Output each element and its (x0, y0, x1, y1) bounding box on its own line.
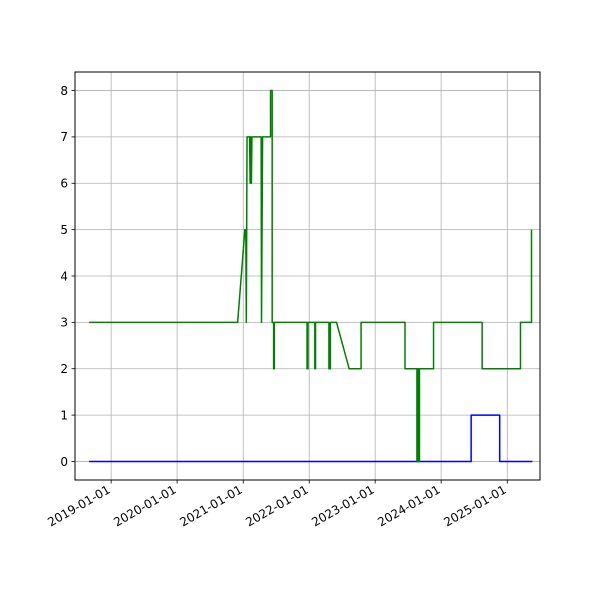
y-tick-label: 6 (60, 177, 68, 191)
series-line-1 (89, 414, 533, 463)
series-line-2 (89, 89, 533, 463)
y-tick-label: 2 (60, 362, 68, 376)
y-tick-label: 8 (60, 84, 68, 98)
series-group (89, 89, 533, 463)
y-tick-label: 5 (60, 223, 68, 237)
y-tick-label: 7 (60, 130, 68, 144)
y-tick-label: 0 (60, 455, 68, 469)
y-tick-label: 3 (60, 316, 68, 330)
y-tick-label: 4 (60, 269, 68, 283)
y-tick-label: 1 (60, 408, 68, 422)
grid-lines (75, 72, 540, 480)
